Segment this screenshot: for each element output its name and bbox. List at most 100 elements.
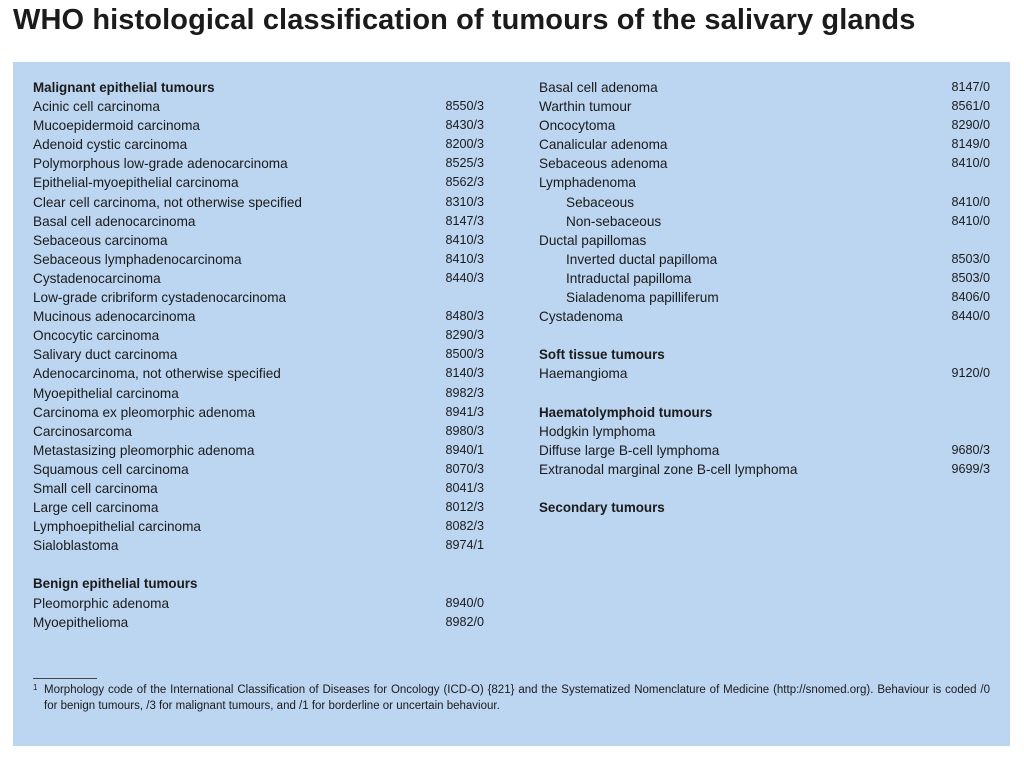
tumour-name: Intraductal papilloma [566, 270, 692, 286]
morphology-code: 8082/3 [445, 519, 484, 534]
morphology-code: 8982/0 [445, 614, 484, 629]
table-row: Sebaceous carcinoma 8410/3 [33, 231, 484, 250]
morphology-code: 8561/0 [951, 99, 990, 114]
morphology-code: 8480/3 [445, 309, 484, 324]
section-heading-label: Malignant epithelial tumours [33, 80, 215, 95]
morphology-code: 9120/0 [951, 366, 990, 381]
morphology-code: 8041/3 [445, 480, 484, 495]
tumour-name: Diffuse large B-cell lymphoma [539, 442, 720, 458]
morphology-code: 8940/0 [445, 595, 484, 610]
table-row: Salivary duct carcinoma 8500/3 [33, 345, 484, 364]
section-heading: Benign epithelial tumours [33, 574, 484, 593]
morphology-code: 8430/3 [445, 118, 484, 133]
page-title: WHO histological classification of tumou… [13, 4, 916, 36]
footnote-rule [33, 678, 97, 679]
tumour-name: Myoepithelial carcinoma [33, 385, 179, 401]
morphology-code: 8012/3 [445, 500, 484, 515]
section-heading: Malignant epithelial tumours [33, 78, 484, 97]
morphology-code: 8440/3 [445, 270, 484, 285]
tumour-name: Carcinosarcoma [33, 423, 132, 439]
morphology-code: 8070/3 [445, 461, 484, 476]
section-heading-label: Soft tissue tumours [539, 347, 665, 363]
footnote-text: Morphology code of the International Cla… [44, 684, 990, 712]
tumour-name: Cystadenoma [539, 309, 623, 325]
tumour-name: Metastasizing pleomorphic adenoma [33, 442, 255, 458]
morphology-code: 8410/3 [445, 232, 484, 247]
table-row: Diffuse large B-cell lymphoma 9680/3 [539, 441, 990, 460]
morphology-code: 9699/3 [951, 461, 990, 476]
table-row: Hodgkin lymphoma [539, 422, 990, 441]
tumour-name: Epithelial-myoepithelial carcinoma [33, 175, 239, 191]
tumour-name: Acinic cell carcinoma [33, 99, 160, 115]
tumour-name: Polymorphous low-grade adenocarcinoma [33, 156, 288, 172]
morphology-code: 8940/1 [445, 442, 484, 457]
morphology-code: 8410/0 [951, 213, 990, 228]
table-row: Adenocarcinoma, not otherwise specified 8… [33, 364, 484, 383]
morphology-code: 8503/0 [951, 251, 990, 266]
table-row: Large cell carcinoma 8012/3 [33, 498, 484, 517]
footnote: 1 Morphology code of the International C… [33, 683, 990, 714]
tumour-name: Cystadenocarcinoma [33, 270, 161, 286]
tumour-name: Salivary duct carcinoma [33, 347, 178, 363]
tumour-name: Sialoblastoma [33, 538, 119, 554]
tumour-name: Sebaceous lymphadenocarcinoma [33, 251, 242, 267]
table-row: Myoepithelioma 8982/0 [33, 613, 484, 632]
table-row: Extranodal marginal zone B-cell lymphoma… [539, 460, 990, 479]
table-row: Basal cell adenocarcinoma 8147/3 [33, 212, 484, 231]
tumour-name: Basal cell adenocarcinoma [33, 213, 196, 229]
morphology-code: 8550/3 [445, 99, 484, 114]
morphology-code: 8974/1 [445, 538, 484, 553]
section-heading: Haematolymphoid tumours [539, 403, 990, 422]
tumour-name: Sebaceous [566, 194, 635, 210]
table-row: Epithelial-myoepithelial carcinoma 8562/3 [33, 173, 484, 192]
table-row: Inverted ductal papilloma 8503/0 [539, 250, 990, 269]
tumour-name: Mucinous adenocarcinoma [33, 309, 196, 325]
table-row: Sebaceous adenoma 8410/0 [539, 154, 990, 173]
section-heading-label: Benign epithelial tumours [33, 576, 198, 592]
table-row: Ductal papillomas [539, 231, 990, 250]
morphology-code: 8310/3 [445, 194, 484, 209]
table-row: Metastasizing pleomorphic adenoma 8940/1 [33, 441, 484, 460]
left-column: Malignant epithelial tumours Acinic cell … [33, 78, 484, 632]
table-row: Oncocytoma 8290/0 [539, 116, 990, 135]
table-row: Sebaceous lymphadenocarcinoma 8410/3 [33, 250, 484, 269]
table-row: Adenoid cystic carcinoma 8200/3 [33, 135, 484, 154]
morphology-code: 9680/3 [951, 442, 990, 457]
footnote-marker: 1 [33, 683, 38, 692]
tumour-name: Sebaceous carcinoma [33, 232, 168, 248]
row-spacer [33, 555, 484, 574]
tumour-name: Hodgkin lymphoma [539, 423, 656, 439]
table-row: Lymphadenoma [539, 173, 990, 192]
tumour-name: Small cell carcinoma [33, 480, 158, 496]
table-row: Intraductal papilloma 8503/0 [539, 269, 990, 288]
tumour-name: Squamous cell carcinoma [33, 461, 189, 477]
table-row: Acinic cell carcinoma 8550/3 [33, 97, 484, 116]
tumour-name: Oncocytic carcinoma [33, 328, 160, 344]
morphology-code: 8290/3 [445, 328, 484, 343]
tumour-name: Extranodal marginal zone B-cell lymphoma [539, 461, 798, 477]
morphology-code: 8147/3 [445, 213, 484, 228]
morphology-code: 8410/0 [951, 156, 990, 171]
table-row: Mucoepidermoid carcinoma 8430/3 [33, 116, 484, 135]
tumour-name: Canalicular adenoma [539, 137, 668, 153]
tumour-name: Haemangioma [539, 366, 628, 382]
table-row: Polymorphous low-grade adenocarcinoma 852… [33, 154, 484, 173]
section-heading: Secondary tumours [539, 498, 990, 517]
table-row: Warthin tumour 8561/0 [539, 97, 990, 116]
table-row: Lymphoepithelial carcinoma 8082/3 [33, 517, 484, 536]
row-spacer [539, 384, 990, 403]
tumour-name: Mucoepidermoid carcinoma [33, 118, 200, 134]
tumour-name: Large cell carcinoma [33, 500, 159, 516]
tumour-name: Lymphoepithelial carcinoma [33, 519, 201, 535]
table-row: Squamous cell carcinoma 8070/3 [33, 460, 484, 479]
classification-panel: Malignant epithelial tumours Acinic cell … [13, 62, 1010, 746]
tumour-name: Sebaceous adenoma [539, 156, 668, 172]
tumour-name: Basal cell adenoma [539, 80, 658, 95]
tumour-name: Adenoid cystic carcinoma [33, 137, 188, 153]
tumour-name: Sialadenoma papilliferum [566, 290, 719, 306]
morphology-code: 8941/3 [445, 404, 484, 419]
table-row: Canalicular adenoma 8149/0 [539, 135, 990, 154]
table-row: Cystadenoma 8440/0 [539, 307, 990, 326]
tumour-name: Ductal papillomas [539, 232, 647, 248]
table-row: Carcinosarcoma 8980/3 [33, 422, 484, 441]
